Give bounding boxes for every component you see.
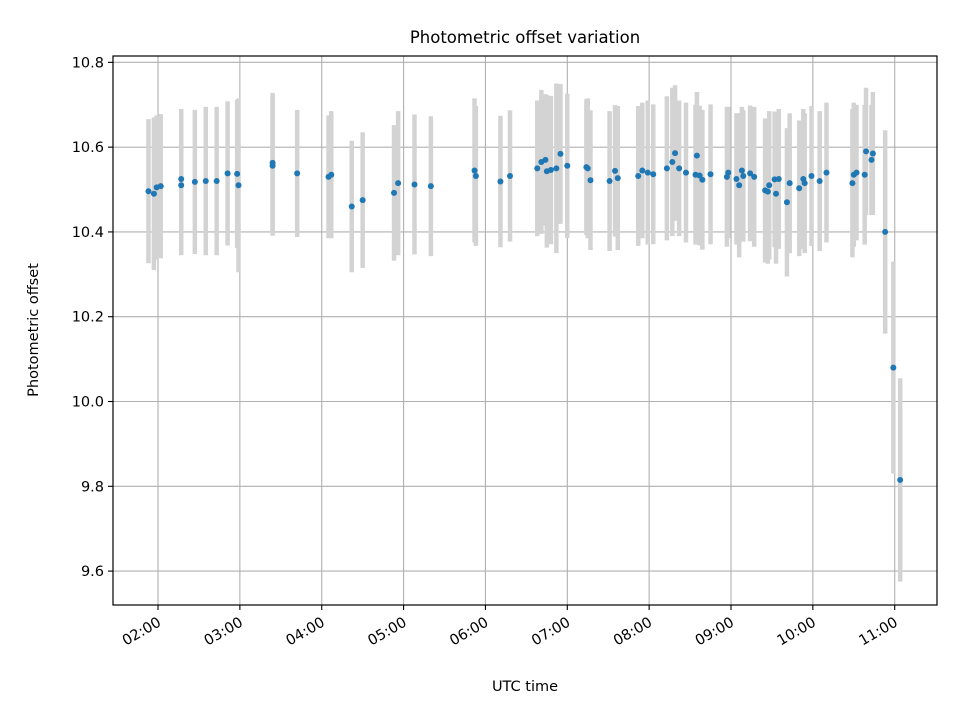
data-point — [644, 169, 651, 176]
data-point — [506, 172, 513, 179]
data-point — [639, 167, 646, 174]
y-tick-label: 10.8 — [72, 55, 104, 71]
data-point — [747, 170, 754, 177]
data-point — [202, 178, 209, 185]
data-point — [853, 169, 860, 176]
y-tick-label: 9.8 — [81, 479, 104, 495]
data-point — [801, 180, 808, 187]
data-point — [150, 190, 157, 197]
data-point — [587, 177, 594, 184]
data-point — [861, 171, 868, 178]
data-point — [547, 167, 554, 174]
data-point — [471, 167, 478, 174]
data-point — [863, 148, 870, 155]
data-point — [497, 178, 504, 185]
data-point — [738, 167, 745, 174]
data-point — [868, 156, 875, 163]
data-point — [766, 182, 773, 189]
data-point — [224, 170, 231, 177]
data-point — [191, 178, 198, 185]
data-points — [145, 148, 904, 483]
data-point — [606, 178, 613, 185]
data-point — [235, 182, 242, 189]
data-point — [707, 171, 714, 178]
data-point — [635, 172, 642, 179]
data-point — [614, 175, 621, 182]
data-point — [786, 180, 793, 187]
data-point — [725, 169, 732, 176]
data-point — [348, 203, 355, 210]
data-point — [693, 152, 700, 159]
chart-title: Photometric offset variation — [410, 28, 640, 47]
data-point — [178, 182, 185, 189]
data-point — [359, 197, 366, 204]
data-point — [157, 183, 164, 190]
data-point — [882, 228, 889, 235]
plot-frame — [112, 55, 938, 606]
data-point — [808, 172, 815, 179]
data-point — [823, 169, 830, 176]
data-point — [796, 185, 803, 192]
data-point — [472, 172, 479, 179]
data-point — [328, 171, 335, 178]
data-point — [783, 199, 790, 206]
data-point — [145, 188, 152, 195]
data-point — [553, 165, 560, 172]
data-point — [669, 158, 676, 165]
data-point — [751, 173, 758, 180]
data-point — [676, 165, 683, 172]
data-point — [391, 189, 398, 196]
y-axis-ticks: 9.6 9.8 10.0 10.2 10.4 10.6 10.8 — [72, 55, 113, 580]
data-point — [849, 180, 856, 187]
y-tick-label: 10.4 — [72, 225, 104, 241]
data-point — [542, 156, 549, 163]
data-point — [897, 476, 904, 483]
data-point — [427, 183, 434, 190]
data-point — [740, 172, 747, 179]
data-point — [682, 169, 689, 176]
data-point — [672, 150, 679, 157]
data-point — [736, 182, 743, 189]
data-point — [269, 159, 276, 166]
data-point — [294, 170, 301, 177]
data-point — [869, 150, 876, 157]
data-point — [612, 167, 619, 174]
data-point — [213, 178, 220, 185]
y-tick-label: 9.6 — [81, 564, 104, 580]
y-tick-label: 10.6 — [72, 140, 104, 156]
data-point — [178, 175, 185, 182]
data-point — [816, 178, 823, 185]
data-point — [733, 175, 740, 182]
data-point — [699, 176, 706, 183]
data-point — [534, 165, 541, 172]
x-axis-label: UTC time — [492, 679, 558, 695]
data-point — [650, 171, 657, 178]
data-point — [663, 165, 670, 172]
y-tick-label: 10.2 — [72, 310, 104, 326]
data-point — [764, 188, 771, 195]
data-point — [696, 172, 703, 179]
data-point — [411, 181, 418, 188]
data-point — [584, 165, 591, 172]
data-point — [773, 190, 780, 197]
data-point — [564, 162, 571, 169]
y-axis-label: Photometric offset — [26, 263, 42, 397]
data-point — [775, 175, 782, 182]
data-point — [234, 170, 241, 177]
data-point — [557, 150, 564, 157]
y-tick-label: 10.0 — [72, 395, 104, 411]
data-point — [395, 180, 402, 187]
data-point — [890, 364, 897, 371]
